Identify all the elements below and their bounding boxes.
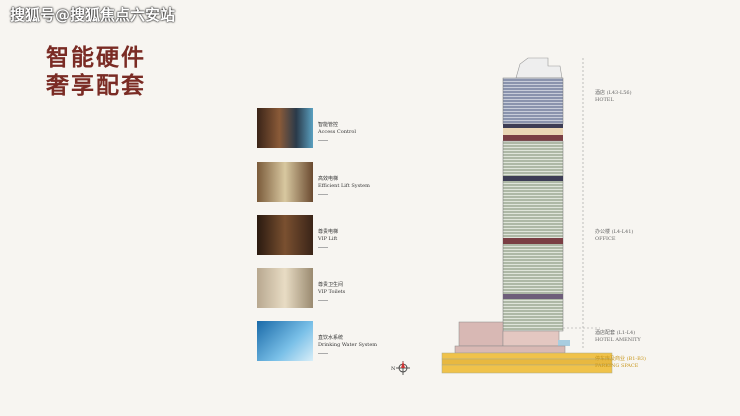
tower-label-en: OFFICE — [595, 236, 616, 242]
title-line: 奢享配套 — [46, 72, 146, 99]
thumbnail — [257, 162, 313, 202]
tower-label: 酒店配套 (L1-L4) HOTEL AMENITY — [595, 330, 641, 344]
feature: 直饮水系统 Drinking Water System — [318, 335, 377, 354]
feature-zh: 智能管控 — [318, 122, 339, 128]
tower-label: 停车库及商业 (B1-B3) PARKING SPACE — [595, 356, 646, 370]
feature-en: VIP Toilets — [318, 289, 346, 295]
thumbnail — [257, 268, 313, 308]
title-line: 智能硬件 — [46, 44, 146, 71]
tower-label-zh: 酒店配套 (L1-L4) — [595, 330, 636, 336]
tower-label-zh: 办公楼 (L4-L41) — [595, 229, 634, 235]
tower-label-en: PARKING SPACE — [595, 363, 639, 369]
tower-label: 酒店 (L43-L56) HOTEL — [595, 90, 632, 104]
tower-label-zh: 停车库及商业 (B1-B3) — [595, 356, 646, 362]
feature-zh: 尊贵电梯 — [318, 229, 339, 235]
feature-zh: 尊贵卫生间 — [318, 282, 344, 288]
thumbnail — [257, 321, 313, 361]
feature: 智能管控 Access Control — [318, 122, 356, 141]
tower-label-en: HOTEL AMENITY — [595, 337, 641, 343]
feature: 尊贵电梯 VIP Lift — [318, 229, 338, 248]
feature-en: VIP Lift — [318, 236, 338, 242]
feature-zh: 高效电梯 — [318, 176, 339, 182]
compass-label: N — [391, 366, 396, 372]
thumbnail — [257, 108, 313, 148]
watermark: 搜狐号@搜狐焦点六安站 — [10, 6, 176, 24]
thumbnail — [257, 215, 313, 255]
feature-zh: 直饮水系统 — [318, 335, 344, 341]
feature-en: Efficient Lift System — [318, 183, 370, 189]
tower-label-en: HOTEL — [595, 97, 614, 103]
feature: 尊贵卫生间 VIP Toilets — [318, 282, 345, 301]
feature-en: Access Control — [318, 129, 356, 135]
feature: 高效电梯 Efficient Lift System — [318, 176, 370, 195]
feature-en: Drinking Water System — [318, 342, 378, 348]
tower-label-zh: 酒店 (L43-L56) — [595, 90, 632, 96]
tower-label: 办公楼 (L4-L41) OFFICE — [595, 229, 633, 243]
